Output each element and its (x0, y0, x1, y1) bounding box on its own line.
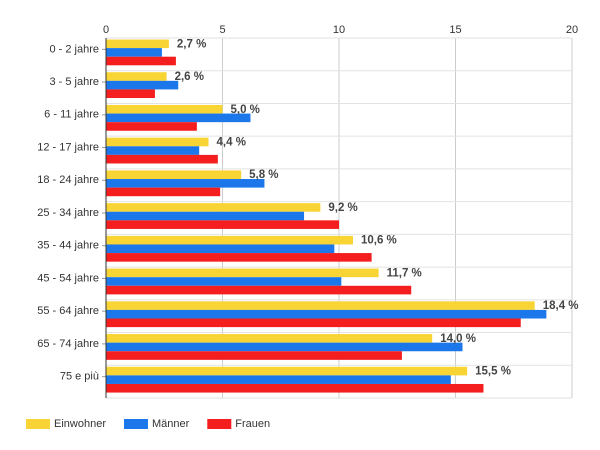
bar-frauen (106, 383, 484, 393)
category-label: 75 e più (60, 371, 99, 383)
legend-label: Männer (152, 418, 190, 430)
bar-frauen (106, 220, 339, 229)
bar-m-nner (106, 48, 162, 57)
x-tick-label: 0 (103, 24, 109, 36)
bar-m-nner (106, 146, 200, 155)
data-label: 18,4 % (543, 300, 579, 312)
gridlines (105, 37, 573, 399)
data-label: 9,2 % (328, 202, 357, 214)
bar-frauen (106, 122, 197, 131)
legend-swatch (26, 419, 50, 429)
x-tick-label: 15 (449, 24, 461, 36)
category-label: 45 - 54 jahre (37, 272, 99, 284)
legend-swatch (123, 419, 148, 429)
category-label: 65 - 74 jahre (37, 338, 99, 350)
bar-m-nner (106, 375, 451, 384)
legend-swatch (207, 419, 232, 429)
bar-frauen (106, 89, 155, 99)
category-label: 18 - 24 jahre (37, 174, 99, 186)
category-label: 25 - 34 jahre (37, 207, 99, 219)
data-label: 11,7 % (387, 267, 422, 279)
x-tick-label: 10 (333, 24, 345, 36)
bar-einwohner (106, 104, 223, 114)
bar-m-nner (106, 244, 335, 254)
category-label: 12 - 17 jahre (37, 141, 99, 153)
bars (106, 39, 547, 393)
x-tick-label: 20 (566, 24, 578, 36)
data-label: 5,8 % (249, 169, 278, 181)
x-tick-label: 5 (219, 24, 225, 36)
bar-frauen (106, 285, 412, 295)
bar-frauen (106, 56, 176, 66)
bar-m-nner (106, 309, 547, 319)
bar-einwohner (106, 39, 169, 49)
bar-m-nner (106, 277, 342, 286)
data-label: 14,0 % (440, 333, 476, 345)
legend: Einwohner Männer Frauen (26, 418, 270, 430)
bar-m-nner (106, 80, 179, 90)
bar-m-nner (106, 211, 305, 221)
bar-einwohner (106, 366, 468, 376)
axes: 0 5 10 15 20 0 - 2 jahre 3 - 5 jahre 6 - 11 jah… (37, 24, 578, 398)
bar-frauen (106, 253, 372, 262)
data-label: 15,5 % (475, 366, 511, 378)
bar-frauen (106, 351, 402, 360)
data-labels: 2,7 % 2,6 % 5,0 % 4,4 % 5,8 % 9,2 % 10,6 % 11,7… (175, 38, 579, 377)
bar-einwohner (106, 203, 321, 212)
category-label: 35 - 44 jahre (37, 240, 99, 252)
bar-m-nner (106, 179, 265, 188)
data-label: 5,0 % (231, 104, 260, 116)
legend-label: Frauen (235, 418, 270, 430)
category-label: 3 - 5 jahre (49, 76, 99, 88)
bar-m-nner (106, 113, 251, 123)
data-label: 4,4 % (217, 137, 246, 149)
bar-frauen (106, 154, 218, 164)
legend-label: Einwohner (54, 418, 106, 430)
bar-einwohner (106, 235, 353, 245)
category-label: 55 - 64 jahre (37, 305, 99, 317)
bar-einwohner (106, 301, 535, 310)
data-label: 10,6 % (361, 235, 397, 247)
category-label: 6 - 11 jahre (44, 109, 99, 121)
bar-einwohner (106, 268, 379, 278)
bar-einwohner (106, 334, 433, 343)
category-label: 0 - 2 jahre (49, 43, 99, 55)
bar-frauen (106, 318, 521, 328)
bar-einwohner (106, 170, 242, 180)
bar-einwohner (106, 137, 209, 147)
bar-frauen (106, 187, 221, 197)
bar-m-nner (106, 342, 463, 352)
data-label: 2,7 % (177, 38, 206, 50)
data-label: 2,6 % (175, 71, 204, 83)
bar-einwohner (106, 72, 167, 81)
